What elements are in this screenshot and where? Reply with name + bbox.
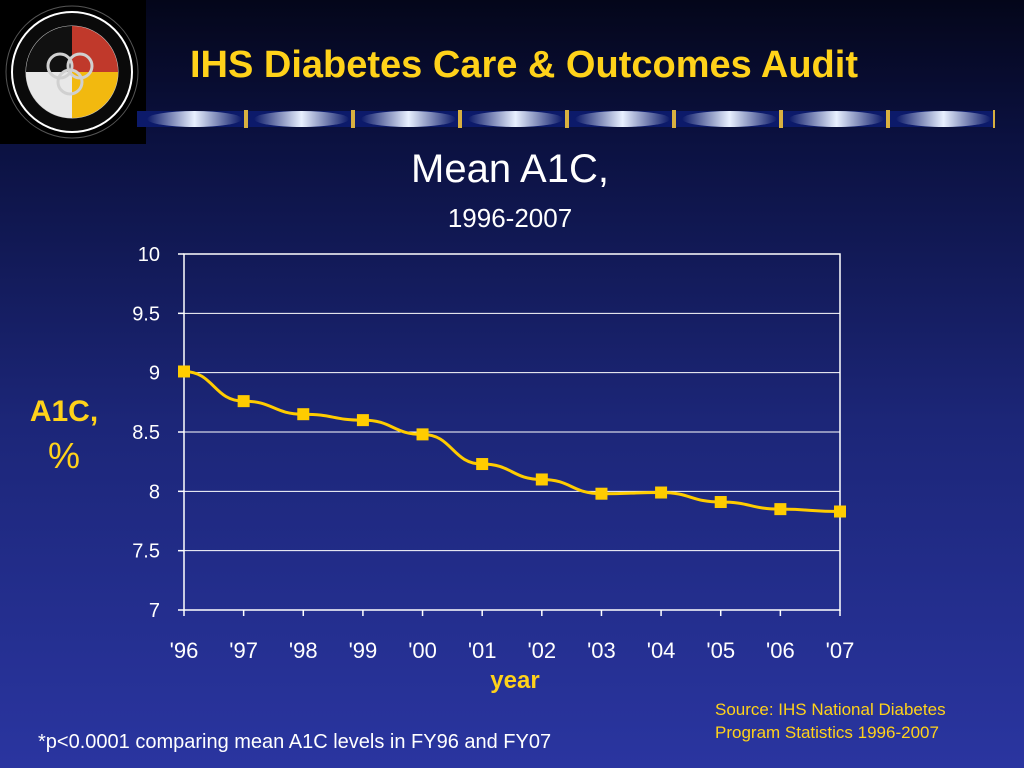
y-axis-label: A1C, %: [14, 390, 114, 478]
data-point: [774, 503, 787, 516]
data-point: [834, 505, 846, 518]
data-point: [655, 486, 668, 499]
x-tick-label: '99: [349, 638, 378, 663]
x-tick-label: '04: [647, 638, 676, 663]
logo-emblem: [5, 5, 139, 139]
x-tick-label: '96: [170, 638, 199, 663]
data-point: [416, 428, 429, 441]
x-tick-label: '97: [229, 638, 258, 663]
series-line: [183, 369, 841, 514]
data-point: [714, 496, 727, 509]
x-tick-label: '02: [527, 638, 556, 663]
ihs-logo: [0, 0, 146, 144]
x-tick-label: '00: [408, 638, 437, 663]
data-point: [535, 473, 548, 486]
y-tick-label: 10: [138, 244, 160, 266]
x-tick-label: '05: [706, 638, 735, 663]
x-tick-label: '07: [826, 638, 855, 663]
source-line-1: Source: IHS National Diabetes: [715, 700, 946, 719]
y-tick-label: 7.5: [132, 541, 160, 563]
y-axis-label-text: A1C,: [29, 395, 99, 428]
source-note: Source: IHS National Diabetes Program St…: [715, 698, 1015, 744]
source-line-2: Program Statistics 1996-2007: [715, 723, 939, 742]
data-point: [595, 487, 608, 500]
x-tick-label: '06: [766, 638, 795, 663]
data-point: [178, 365, 190, 378]
chart-title: Mean A1C,: [411, 147, 609, 191]
decorative-band: [137, 108, 997, 130]
chart-subtitle: 1996-2007: [447, 203, 573, 233]
y-axis-unit: %: [47, 435, 80, 476]
x-tick-label: '01: [468, 638, 497, 663]
y-tick-label: 9.5: [132, 303, 160, 325]
data-point: [297, 408, 310, 421]
footnote: *p<0.0001 comparing mean A1C levels in F…: [38, 731, 552, 753]
x-tick-label: '98: [289, 638, 318, 663]
data-point: [356, 414, 369, 427]
x-axis-label: year: [490, 667, 540, 694]
y-tick-label: 7: [149, 600, 160, 622]
y-tick-label: 8: [149, 481, 160, 503]
data-point: [237, 395, 250, 408]
y-tick-label: 9: [149, 363, 160, 385]
x-tick-label: '03: [587, 638, 616, 663]
data-point: [476, 458, 489, 471]
page-title: IHS Diabetes Care & Outcomes Audit: [190, 44, 858, 86]
y-tick-label: 8.5: [132, 422, 160, 444]
